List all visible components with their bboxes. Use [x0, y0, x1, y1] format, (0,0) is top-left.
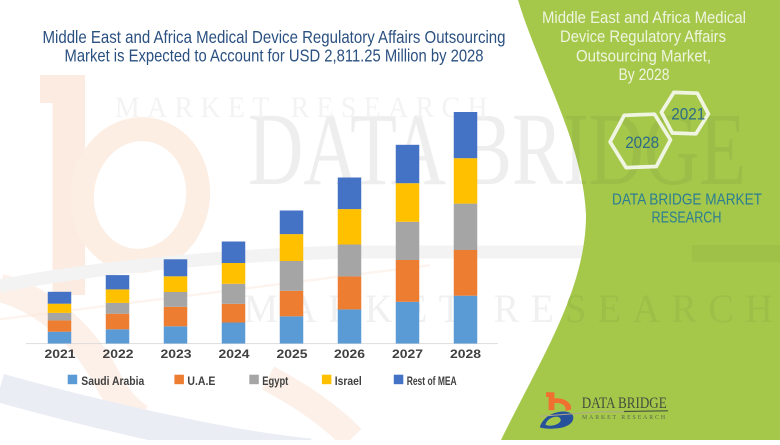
svg-text:DATA BRIDGE MARKET: DATA BRIDGE MARKET [612, 192, 762, 209]
svg-text:2027: 2027 [392, 347, 423, 361]
svg-text:2023: 2023 [161, 347, 192, 361]
svg-text:Rest of MEA: Rest of MEA [407, 374, 457, 388]
svg-text:RESEARCH: RESEARCH [652, 209, 722, 226]
svg-text:2028: 2028 [625, 134, 659, 152]
svg-text:Egypt: Egypt [262, 374, 288, 388]
svg-text:By 2028: By 2028 [619, 66, 670, 84]
svg-text:Market is Expected to Account: Market is Expected to Account for USD 2,… [65, 45, 484, 65]
svg-text:2025: 2025 [277, 347, 308, 361]
svg-text:Israel: Israel [335, 374, 362, 388]
svg-text:2026: 2026 [334, 347, 365, 361]
svg-text:Middle East and Africa Medical: Middle East and Africa Medical Device Re… [43, 27, 506, 47]
svg-text:Outsourcing Market,: Outsourcing Market, [576, 47, 711, 65]
svg-text:2028: 2028 [450, 347, 481, 361]
svg-text:Middle East and Africa Medical: Middle East and Africa Medical [542, 9, 746, 27]
svg-text:2021: 2021 [45, 347, 76, 361]
svg-text:2021: 2021 [671, 106, 705, 124]
svg-text:Saudi Arabia: Saudi Arabia [81, 374, 144, 388]
svg-text:U.A.E: U.A.E [187, 374, 215, 388]
svg-text:MARKET RESEARCH: MARKET RESEARCH [115, 91, 495, 124]
svg-text:2022: 2022 [103, 347, 134, 361]
svg-text:DATA BRIDGE: DATA BRIDGE [582, 395, 667, 412]
svg-text:Device Regulatory Affairs: Device Regulatory Affairs [560, 28, 726, 46]
svg-text:MARKET RESEARCH: MARKET RESEARCH [582, 415, 667, 421]
svg-text:2024: 2024 [219, 347, 250, 361]
